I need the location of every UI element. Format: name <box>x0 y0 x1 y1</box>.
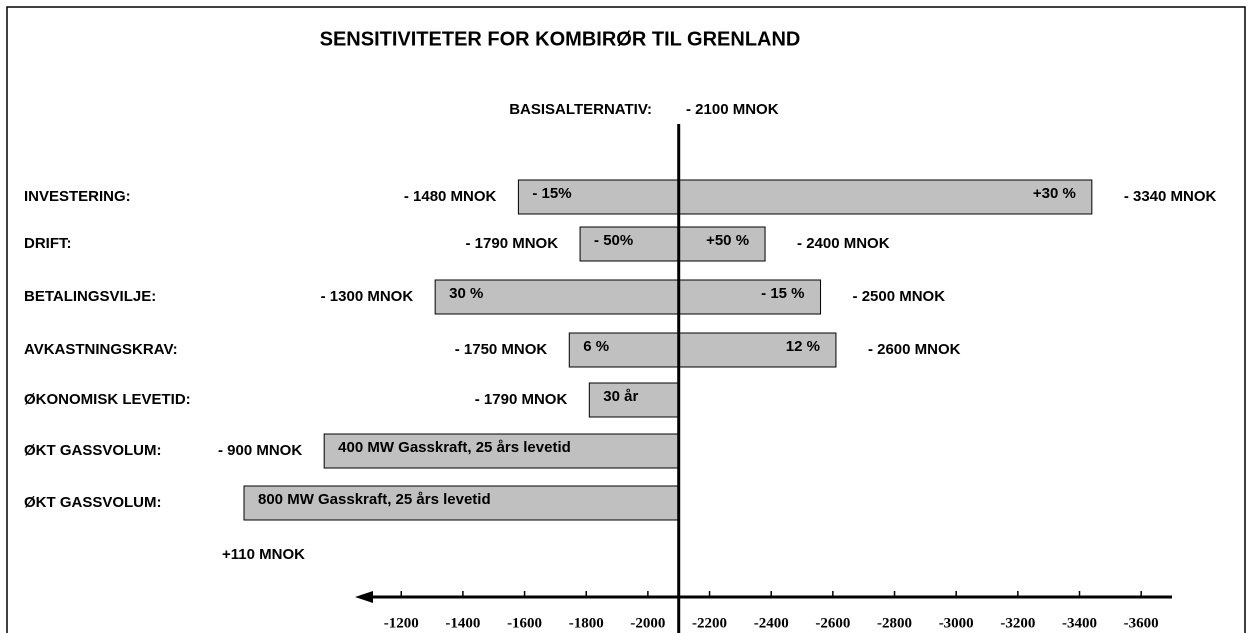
low-label: - 1750 MNOK <box>455 341 548 358</box>
inner-label: - 15 % <box>761 285 804 302</box>
inner-label: +30 % <box>1033 185 1076 202</box>
x-tick-label: -2200 <box>692 615 727 631</box>
row-label: AVKASTNINGSKRAV: <box>24 341 178 358</box>
x-tick-label: -3600 <box>1124 615 1159 631</box>
x-tick-label: -1800 <box>569 615 604 631</box>
bar <box>434 279 822 315</box>
low-label: - 1790 MNOK <box>475 391 568 408</box>
x-tick-label: -3000 <box>939 615 974 631</box>
axis-arrow <box>355 591 373 603</box>
bar <box>243 485 680 521</box>
row-label: BETALINGSVILJE: <box>24 288 156 305</box>
x-tick-label: -2600 <box>815 615 850 631</box>
inner-label: - 50% <box>594 232 633 249</box>
inner-label: - 15% <box>532 185 571 202</box>
low-label: - 1300 MNOK <box>321 288 414 305</box>
high-label: - 2600 MNOK <box>868 341 961 358</box>
x-tick-label: -2800 <box>877 615 912 631</box>
inner-label: 30 % <box>449 285 483 302</box>
row-label: INVESTERING: <box>24 188 131 205</box>
inner-label: 30 år <box>603 388 638 405</box>
frame <box>6 6 1246 633</box>
bar <box>568 332 837 368</box>
x-tick-label: -1200 <box>384 615 419 631</box>
x-tick-label: -1400 <box>445 615 480 631</box>
row-label: ØKT GASSVOLUM: <box>24 494 162 511</box>
x-tick-label: -2000 <box>630 615 665 631</box>
low-label: - 1790 MNOK <box>466 235 559 252</box>
row-label: ØKONOMISK LEVETID: <box>24 391 191 408</box>
inner-label: 12 % <box>786 338 820 355</box>
base-label: BASISALTERNATIV: <box>509 101 652 118</box>
high-label: - 2500 MNOK <box>853 288 946 305</box>
low-label: - 1480 MNOK <box>404 188 497 205</box>
x-tick-label: -1600 <box>507 615 542 631</box>
inner-label: 800 MW Gasskraft, 25 års levetid <box>258 491 491 508</box>
bar <box>579 226 766 262</box>
x-tick-label: -2400 <box>754 615 789 631</box>
high-label: - 3340 MNOK <box>1124 188 1217 205</box>
high-label: - 2400 MNOK <box>797 235 890 252</box>
row-label: ØKT GASSVOLUM: <box>24 442 162 459</box>
base-value-label: - 2100 MNOK <box>686 101 779 118</box>
inner-label: 6 % <box>583 338 609 355</box>
inner-label: +50 % <box>706 232 749 249</box>
bar <box>517 179 1093 215</box>
row-label: DRIFT: <box>24 235 72 252</box>
inner-label: 400 MW Gasskraft, 25 års levetid <box>338 439 571 456</box>
chart-title: SENSITIVITETER FOR KOMBIRØR TIL GRENLAND <box>320 28 801 50</box>
x-tick-label: -3200 <box>1000 615 1035 631</box>
x-tick-label: -3400 <box>1062 615 1097 631</box>
low-label: - 900 MNOK <box>218 442 302 459</box>
note: +110 MNOK <box>222 546 305 563</box>
